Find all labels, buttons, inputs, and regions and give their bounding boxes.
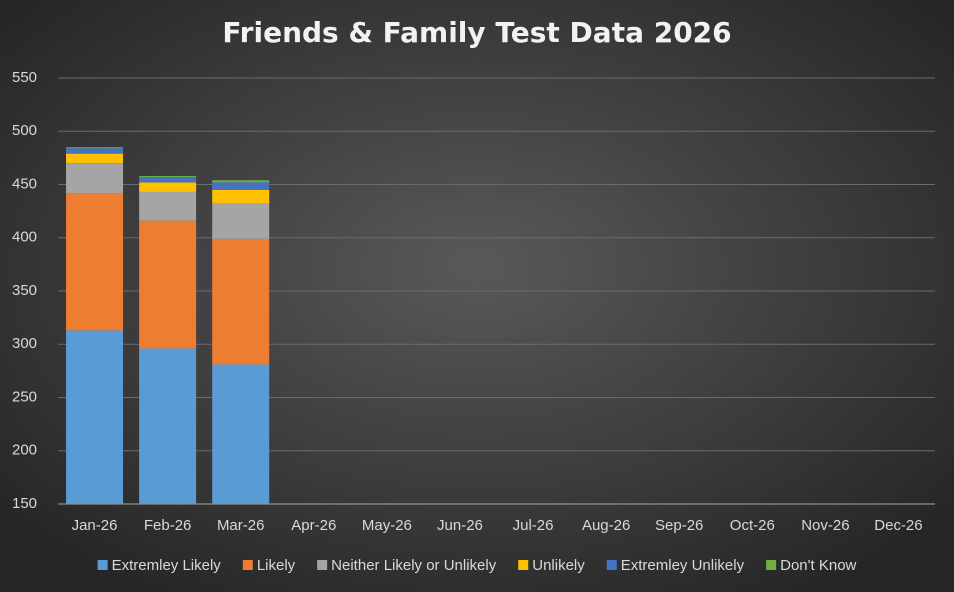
bar-segment (139, 220, 197, 349)
y-tick-label: 500 (12, 122, 37, 139)
bar-segment (66, 153, 124, 164)
x-tick-label: Sep-26 (655, 517, 703, 534)
legend-swatch (317, 560, 328, 570)
legend-swatch (766, 560, 777, 570)
legend-swatch (518, 560, 529, 570)
x-tick-label: Jan-26 (72, 517, 118, 534)
bar-segment (139, 191, 197, 221)
y-tick-label: 200 (12, 442, 37, 459)
bar-segment (66, 147, 124, 149)
bar-segment (212, 180, 270, 183)
bar-segment (139, 175, 197, 178)
legend-swatch (242, 560, 253, 570)
x-tick-label: Jul-26 (513, 517, 554, 534)
legend-label: Don't Know (780, 557, 856, 574)
legend-swatch (97, 560, 108, 570)
bar-segment (212, 189, 270, 204)
x-tick-label: Nov-26 (801, 517, 849, 534)
y-tick-label: 550 (12, 69, 37, 86)
legend-label: Extremley Likely (112, 557, 222, 574)
bar-segment (212, 203, 270, 239)
legend-swatch (606, 560, 617, 570)
legend-label: Neither Likely or Unlikely (331, 557, 497, 574)
bar-segment (212, 364, 270, 504)
y-tick-label: 150 (12, 495, 37, 512)
x-tick-label: Apr-26 (291, 517, 336, 534)
legend-label: Extremley Unlikely (621, 557, 745, 574)
chart-title: Friends & Family Test Data 2026 (222, 16, 731, 49)
x-tick-label: Dec-26 (874, 517, 922, 534)
y-tick-label: 350 (12, 282, 37, 299)
x-tick-label: Jun-26 (437, 517, 483, 534)
bar-segment (66, 163, 124, 194)
bar-segment (139, 182, 197, 192)
y-tick-label: 450 (12, 175, 37, 192)
bar-segment (212, 238, 270, 365)
x-tick-label: Feb-26 (144, 517, 192, 534)
y-tick-label: 250 (12, 388, 37, 405)
legend-label: Likely (257, 557, 296, 574)
bar-segment (139, 177, 197, 183)
x-tick-label: Aug-26 (582, 517, 630, 534)
x-tick-label: Oct-26 (730, 517, 775, 534)
bar-segment (66, 330, 124, 504)
bar-segment (212, 182, 270, 190)
x-tick-label: Mar-26 (217, 517, 265, 534)
bar-segment (66, 193, 124, 331)
y-tick-label: 300 (12, 335, 37, 352)
y-tick-label: 400 (12, 229, 37, 246)
bar-segment (66, 148, 124, 154)
x-tick-label: May-26 (362, 517, 412, 534)
legend-label: Unlikely (532, 557, 585, 574)
bar-segment (139, 348, 197, 504)
